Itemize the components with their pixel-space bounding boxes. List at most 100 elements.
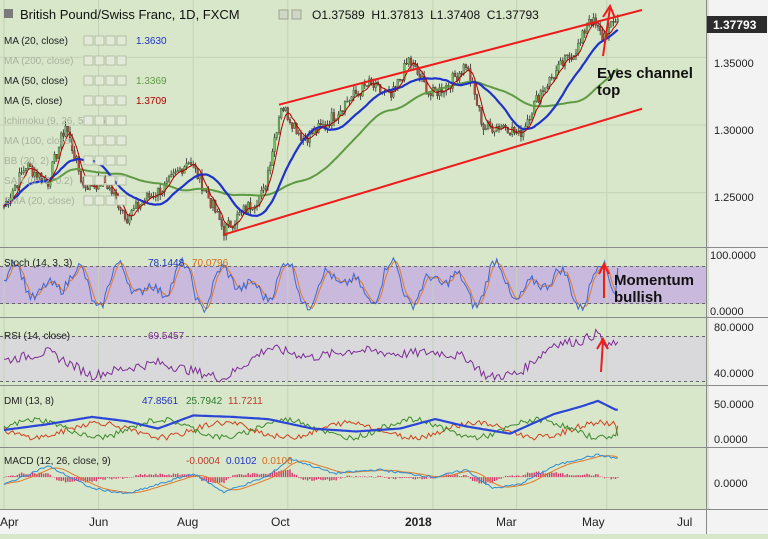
add-icon[interactable] xyxy=(105,175,116,186)
macd-histogram-bar xyxy=(172,473,175,478)
macd-hist-value: -0.0004 xyxy=(186,456,220,467)
macd-histogram-bar xyxy=(130,477,133,478)
eye-icon[interactable] xyxy=(83,195,94,206)
legend-label[interactable]: SMA (20, close) xyxy=(4,196,75,207)
legend-label[interactable]: MA (20, close) xyxy=(4,36,68,47)
dmi-adx-line[interactable] xyxy=(3,399,618,435)
macd-histogram-bar xyxy=(282,470,285,478)
dmi-minus-line[interactable] xyxy=(3,419,619,441)
eye-icon[interactable] xyxy=(83,155,94,166)
eye-icon[interactable] xyxy=(83,55,94,66)
eye-icon[interactable] xyxy=(83,115,94,126)
price-axis[interactable]: 1.35000 1.30000 1.25000 100.0000 0.0000 … xyxy=(710,58,756,490)
macd-histogram-bar xyxy=(236,474,238,478)
symbol-title[interactable]: British Pound/Swiss Franc, 1D, FXCM xyxy=(20,7,240,22)
add-icon[interactable] xyxy=(105,55,116,66)
eye-icon[interactable] xyxy=(83,35,94,46)
macd-line[interactable] xyxy=(3,453,618,495)
candle-body xyxy=(145,193,149,201)
settings-icon[interactable] xyxy=(94,55,105,66)
macd-histogram-bar xyxy=(309,477,311,480)
more-icon[interactable] xyxy=(116,55,127,66)
more-icon[interactable] xyxy=(116,115,127,126)
ma20-line[interactable] xyxy=(3,28,619,218)
more-icon[interactable] xyxy=(116,135,127,146)
legend-label[interactable]: MA (50, close) xyxy=(4,76,68,87)
eye-icon[interactable] xyxy=(278,9,289,20)
macd-histogram-bar xyxy=(53,477,56,478)
candle-body xyxy=(299,132,303,141)
settings-icon[interactable] xyxy=(94,75,105,86)
more-icon[interactable] xyxy=(116,175,127,186)
eye-icon[interactable] xyxy=(83,95,94,106)
macd-histogram-bar xyxy=(144,474,146,478)
more-icon[interactable] xyxy=(116,95,127,106)
macd-histogram-bar xyxy=(513,476,516,478)
add-icon[interactable] xyxy=(105,75,116,86)
channel-lower-line[interactable] xyxy=(223,107,643,236)
macd-histogram-bar xyxy=(540,473,542,478)
candle-body xyxy=(238,212,241,215)
settings-icon[interactable] xyxy=(94,135,105,146)
legend-label[interactable]: MA (5, close) xyxy=(4,96,62,107)
settings-icon[interactable] xyxy=(94,155,105,166)
channel-upper-line[interactable] xyxy=(278,9,643,106)
add-icon[interactable] xyxy=(105,35,116,46)
macd-histogram-bar xyxy=(524,474,527,478)
eye-icon[interactable] xyxy=(83,75,94,86)
macd-histogram-bar xyxy=(522,475,524,478)
add-icon[interactable] xyxy=(105,115,116,126)
candle-body xyxy=(535,95,538,102)
macd-histogram-bar xyxy=(223,477,225,484)
macd-histogram-bar xyxy=(124,477,126,478)
legend-label[interactable]: SAR (0.02, 0.2) xyxy=(4,176,73,187)
macd-histogram-bar xyxy=(205,477,208,482)
macd-histogram-bar xyxy=(570,475,573,478)
stoch-k-line[interactable] xyxy=(3,256,619,314)
ma50-line[interactable] xyxy=(3,67,619,207)
macd-signal-line[interactable] xyxy=(3,455,619,494)
candle-body xyxy=(563,55,567,66)
settings-icon[interactable] xyxy=(94,35,105,46)
macd-histogram-bar xyxy=(254,473,256,478)
settings-icon[interactable] xyxy=(94,195,105,206)
candle-body xyxy=(585,25,589,34)
macd-histogram-bar xyxy=(498,477,500,479)
macd-histogram-bar xyxy=(584,474,586,478)
time-axis[interactable]: Apr Jun Aug Oct 2018 Mar May Jul xyxy=(0,515,692,529)
settings-icon[interactable] xyxy=(94,115,105,126)
candle-body xyxy=(60,132,63,148)
time-tick-mar: Mar xyxy=(496,515,517,529)
add-icon[interactable] xyxy=(105,135,116,146)
eye-icon[interactable] xyxy=(83,135,94,146)
add-icon[interactable] xyxy=(105,95,116,106)
settings-icon[interactable] xyxy=(94,95,105,106)
more-icon[interactable] xyxy=(116,155,127,166)
candle-body xyxy=(249,202,252,210)
candle-body xyxy=(332,112,336,122)
settings-icon[interactable] xyxy=(94,175,105,186)
more-icon[interactable] xyxy=(116,195,127,206)
macd-histogram-bar xyxy=(287,470,289,478)
macd-histogram-bar xyxy=(141,475,144,478)
legend-label[interactable]: MA (200, close) xyxy=(4,56,73,67)
more-icon[interactable] xyxy=(116,35,127,46)
add-icon[interactable] xyxy=(105,195,116,206)
eye-icon[interactable] xyxy=(83,175,94,186)
legend-label[interactable]: BB (20, 2) xyxy=(4,156,49,167)
macd-histogram-bar xyxy=(117,477,120,479)
legend-label[interactable]: MA (100, close) xyxy=(4,136,73,147)
macd-histogram-bar xyxy=(256,473,258,478)
macd-histogram-bar xyxy=(23,473,25,478)
settings-icon[interactable] xyxy=(291,9,302,20)
legend-label[interactable]: Ichimoku (9, 26, 52, 26) xyxy=(4,116,109,127)
candle-body xyxy=(418,73,421,79)
macd-histogram-bar xyxy=(595,474,597,478)
rsi-line[interactable] xyxy=(3,328,619,383)
more-icon[interactable] xyxy=(116,75,127,86)
add-icon[interactable] xyxy=(105,155,116,166)
candle-body xyxy=(220,219,223,227)
macd-histogram-bar xyxy=(430,477,432,479)
chart-header: British Pound/Swiss Franc, 1D, FXCM O1.3… xyxy=(4,7,539,22)
